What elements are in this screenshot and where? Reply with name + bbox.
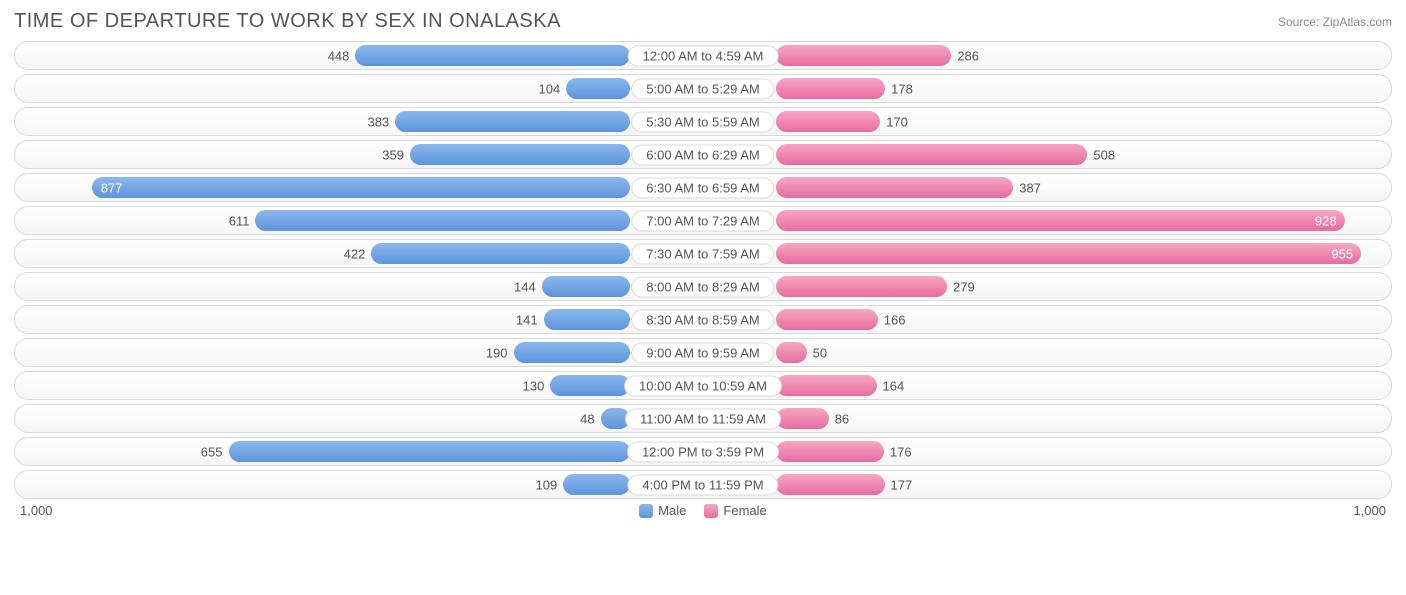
row-label: 6:30 AM to 6:59 AM [631, 177, 774, 198]
bar-female [776, 375, 877, 396]
row-label: 10:00 AM to 10:59 AM [624, 375, 782, 396]
bar-male [514, 342, 630, 363]
bar-male [395, 111, 630, 132]
bar-female [776, 276, 947, 297]
row-label: 5:00 AM to 5:29 AM [631, 78, 774, 99]
chart-row: 48 86 11:00 AM to 11:59 AM [14, 404, 1392, 433]
bar-male [542, 276, 630, 297]
value-female: 286 [957, 48, 979, 63]
bar-female [776, 111, 880, 132]
row-label: 11:00 AM to 11:59 AM [625, 408, 781, 429]
row-label: 8:30 AM to 8:59 AM [631, 309, 774, 330]
value-male: 422 [344, 246, 366, 261]
value-female: 166 [884, 312, 906, 327]
bar-male [229, 441, 631, 462]
row-label: 4:00 PM to 11:59 PM [627, 474, 778, 495]
row-label: 5:30 AM to 5:59 AM [631, 111, 774, 132]
row-label: 9:00 AM to 9:59 AM [631, 342, 774, 363]
legend: Male Female [639, 503, 767, 518]
value-male: 190 [486, 345, 508, 360]
bar-female [776, 210, 1345, 231]
value-male: 877 [101, 180, 123, 195]
value-female: 178 [891, 81, 913, 96]
bar-female [776, 441, 884, 462]
value-male: 104 [539, 81, 561, 96]
bar-male [255, 210, 630, 231]
bar-male [92, 177, 630, 198]
axis-right-max: 1,000 [1353, 503, 1386, 518]
value-male: 48 [580, 411, 594, 426]
row-label: 6:00 AM to 6:29 AM [631, 144, 774, 165]
row-label: 7:30 AM to 7:59 AM [631, 243, 774, 264]
row-label: 8:00 AM to 8:29 AM [631, 276, 774, 297]
legend-label-male: Male [658, 503, 686, 518]
bar-male [410, 144, 630, 165]
legend-item-female: Female [704, 503, 766, 518]
value-female: 177 [891, 477, 913, 492]
value-female: 176 [890, 444, 912, 459]
legend-swatch-female [704, 504, 718, 518]
chart-header: TIME OF DEPARTURE TO WORK BY SEX IN ONAL… [14, 10, 1392, 33]
value-female: 170 [886, 114, 908, 129]
chart-row: 359 508 6:00 AM to 6:29 AM [14, 140, 1392, 169]
bar-female [776, 474, 885, 495]
bar-male [550, 375, 630, 396]
value-male: 109 [535, 477, 557, 492]
chart-source: Source: ZipAtlas.com [1278, 15, 1392, 29]
chart-row: 448 286 12:00 AM to 4:59 AM [14, 41, 1392, 70]
bar-female [776, 78, 885, 99]
chart-row: 877 387 6:30 AM to 6:59 AM [14, 173, 1392, 202]
value-female: 86 [835, 411, 849, 426]
chart-row: 141 166 8:30 AM to 8:59 AM [14, 305, 1392, 334]
value-female: 928 [1315, 213, 1337, 228]
value-female: 164 [883, 378, 905, 393]
chart-row: 611 928 7:00 AM to 7:29 AM [14, 206, 1392, 235]
row-label: 7:00 AM to 7:29 AM [631, 210, 774, 231]
value-male: 611 [229, 213, 250, 228]
chart-title: TIME OF DEPARTURE TO WORK BY SEX IN ONAL… [14, 10, 561, 33]
value-male: 448 [328, 48, 350, 63]
chart-row: 422 955 7:30 AM to 7:59 AM [14, 239, 1392, 268]
legend-label-female: Female [723, 503, 766, 518]
bar-female [776, 45, 951, 66]
bar-male [563, 474, 630, 495]
value-male: 383 [368, 114, 390, 129]
bar-male [371, 243, 630, 264]
chart-row: 104 178 5:00 AM to 5:29 AM [14, 74, 1392, 103]
chart-row: 655 176 12:00 PM to 3:59 PM [14, 437, 1392, 466]
bar-female [776, 309, 878, 330]
bar-female [776, 342, 807, 363]
value-male: 655 [201, 444, 223, 459]
bar-male [544, 309, 630, 330]
value-female: 50 [813, 345, 827, 360]
bar-male [566, 78, 630, 99]
chart-row: 383 170 5:30 AM to 5:59 AM [14, 107, 1392, 136]
chart-row: 190 50 9:00 AM to 9:59 AM [14, 338, 1392, 367]
legend-item-male: Male [639, 503, 686, 518]
row-label: 12:00 AM to 4:59 AM [628, 45, 779, 66]
value-male: 144 [514, 279, 536, 294]
diverging-bar-chart: 448 286 12:00 AM to 4:59 AM 104 178 5:00 AM t… [14, 41, 1392, 499]
row-label: 12:00 PM to 3:59 PM [627, 441, 779, 462]
bar-female [776, 408, 829, 429]
value-female: 387 [1019, 180, 1041, 195]
bar-male [355, 45, 630, 66]
value-male: 130 [523, 378, 545, 393]
chart-footer: 1,000 Male Female 1,000 [14, 503, 1392, 518]
chart-row: 130 164 10:00 AM to 10:59 AM [14, 371, 1392, 400]
value-female: 279 [953, 279, 975, 294]
bar-female [776, 177, 1013, 198]
chart-row: 144 279 8:00 AM to 8:29 AM [14, 272, 1392, 301]
bar-female [776, 144, 1087, 165]
axis-left-max: 1,000 [20, 503, 53, 518]
legend-swatch-male [639, 504, 653, 518]
value-female: 955 [1331, 246, 1353, 261]
value-male: 141 [516, 312, 538, 327]
chart-row: 109 177 4:00 PM to 11:59 PM [14, 470, 1392, 499]
value-male: 359 [382, 147, 404, 162]
value-female: 508 [1093, 147, 1115, 162]
bar-female [776, 243, 1361, 264]
